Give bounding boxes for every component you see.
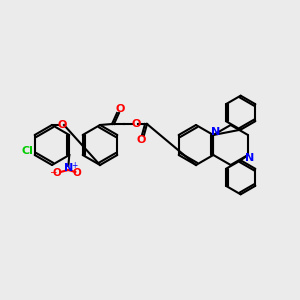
Text: N: N [64,163,73,173]
Text: O: O [136,135,146,145]
Text: N: N [245,153,255,163]
Text: O: O [57,120,67,130]
Text: O: O [115,104,125,114]
Text: +: + [71,161,77,170]
Text: O: O [53,168,62,178]
Text: Cl: Cl [22,146,34,156]
Text: O: O [73,168,82,178]
Text: −: − [49,167,56,176]
Text: O: O [131,119,141,129]
Text: N: N [211,127,220,137]
